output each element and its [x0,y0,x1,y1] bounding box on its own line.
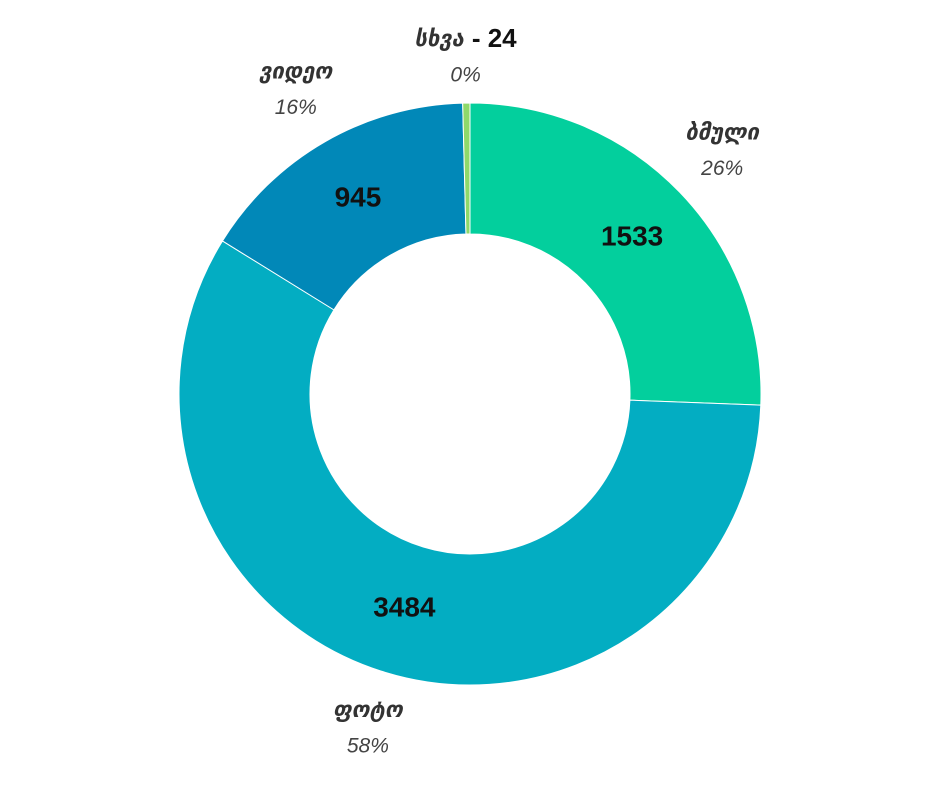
value-label: - 24 [472,23,517,53]
slice-name: სხვა - 24 [415,23,518,53]
category-label: სხვა [415,26,465,51]
donut-slice [462,102,471,235]
category-label: ვიდეო [258,58,334,83]
donut-slice [469,102,762,406]
percent-label: 26% [700,157,743,180]
value-label: 945 [335,181,382,212]
percent-label: 58% [347,734,389,757]
category-label: ფოტო [333,697,405,722]
percent-label: 16% [275,96,317,119]
slice-name: ბმული [685,119,760,144]
value-label: 3484 [373,592,436,623]
value-label: 1533 [601,220,663,251]
slice-name: ფოტო [333,697,405,722]
percent-label: 0% [450,64,480,87]
slice-name: ვიდეო [258,58,334,83]
category-label: ბმული [685,119,760,144]
donut-slice [178,240,762,686]
donut-slice [221,102,467,311]
